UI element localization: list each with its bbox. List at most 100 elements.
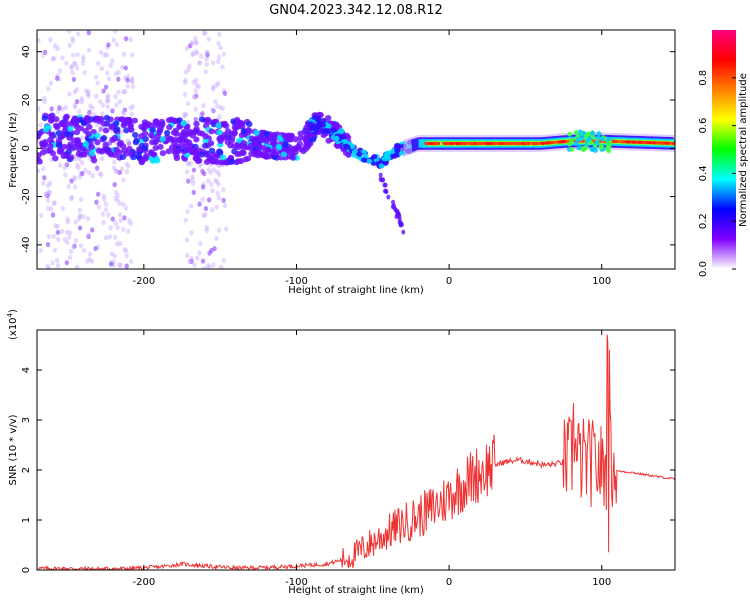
- heatmap-cell: [163, 129, 171, 136]
- heatmap-cell: [77, 156, 82, 162]
- heatmap-cell: [87, 251, 93, 257]
- heatmap-cell: [386, 194, 391, 200]
- heatmap-cell: [65, 216, 70, 222]
- heatmap-cell: [647, 141, 653, 145]
- heatmap-cell: [209, 181, 214, 187]
- heatmap-cell: [117, 262, 122, 268]
- heatmap-cell: [378, 172, 383, 178]
- heatmap-cell: [575, 137, 581, 143]
- heatmap-cell: [83, 88, 89, 94]
- heatmap-cell: [127, 123, 134, 130]
- heatmap-cell: [48, 80, 54, 86]
- heatmap-cell: [338, 128, 345, 135]
- heatmap-cell: [96, 118, 103, 125]
- heatmap-cell: [117, 139, 124, 146]
- heatmap-cell: [47, 143, 54, 150]
- heatmap-cell: [201, 103, 206, 109]
- heatmap-cell: [216, 80, 221, 86]
- heatmap-cell: [240, 150, 247, 157]
- heatmap-cell: [333, 135, 340, 141]
- heatmap-cell: [82, 69, 87, 76]
- heatmap-cell: [202, 137, 209, 144]
- heatmap-cell: [121, 89, 126, 95]
- heatmap-cell: [124, 169, 130, 175]
- heatmap-cell: [204, 227, 209, 234]
- heatmap-cell: [275, 143, 283, 150]
- heatmap-cell: [157, 143, 164, 150]
- heatmap-cell: [138, 123, 145, 130]
- heatmap-cell: [218, 104, 223, 110]
- heatmap-cell: [262, 153, 269, 160]
- heatmap-cell: [112, 181, 117, 188]
- heatmap-cell: [103, 84, 109, 90]
- heatmap-cell: [60, 205, 65, 211]
- heatmap-cell: [424, 141, 429, 146]
- heatmap-cell: [112, 234, 118, 240]
- heatmap-cell: [129, 78, 134, 84]
- heatmap-cell: [102, 52, 108, 58]
- heatmap-cell: [43, 191, 49, 197]
- spectrogram-y-tick-label: -40: [21, 237, 32, 253]
- heatmap-cell: [382, 182, 387, 188]
- heatmap-cell: [540, 141, 546, 145]
- heatmap-cell: [49, 132, 57, 139]
- heatmap-cell: [208, 128, 215, 135]
- heatmap-cell: [573, 141, 579, 147]
- heatmap-cell: [111, 165, 117, 171]
- heatmap-cell: [105, 104, 111, 110]
- heatmap-cell: [67, 125, 74, 132]
- heatmap-cell: [48, 37, 53, 43]
- heatmap-cell: [86, 93, 91, 99]
- spectrogram-heatmap: [23, 30, 675, 269]
- heatmap-cell: [111, 152, 119, 159]
- heatmap-cell: [63, 104, 69, 110]
- heatmap-cell: [86, 232, 91, 238]
- heatmap-cell: [23, 85, 27, 90]
- heatmap-cell: [130, 79, 135, 85]
- heatmap-cell: [191, 79, 196, 85]
- heatmap-cell: [37, 158, 43, 165]
- heatmap-cell: [128, 220, 134, 226]
- heatmap-cell: [233, 124, 240, 131]
- heatmap-cell: [87, 256, 92, 263]
- heatmap-cell: [660, 141, 666, 145]
- heatmap-cell: [148, 132, 155, 139]
- heatmap-cell: [216, 181, 221, 187]
- heatmap-cell: [37, 132, 42, 139]
- heatmap-cell: [55, 223, 60, 229]
- heatmap-cell: [47, 113, 54, 120]
- heatmap-cell: [220, 64, 225, 70]
- heatmap-cell: [195, 255, 200, 261]
- heatmap-cell: [183, 147, 190, 154]
- heatmap-cell: [105, 98, 110, 104]
- heatmap-cell: [143, 122, 150, 129]
- heatmap-cell: [142, 135, 149, 142]
- heatmap-cell: [119, 64, 125, 70]
- heatmap-cell: [77, 225, 83, 231]
- heatmap-cell: [78, 196, 84, 203]
- heatmap-cell: [123, 150, 130, 157]
- heatmap-cell: [344, 144, 351, 150]
- heatmap-cell: [70, 38, 76, 44]
- heatmap-cell: [193, 116, 198, 123]
- heatmap-cell: [193, 88, 199, 94]
- heatmap-cell: [210, 188, 215, 194]
- heatmap-cell: [105, 94, 110, 101]
- heatmap-cell: [121, 110, 127, 117]
- snr-y-tick-label: 2: [21, 467, 32, 473]
- heatmap-cell: [68, 248, 74, 255]
- colorbar-tick-label: 0.0: [698, 261, 709, 277]
- heatmap-cell: [201, 212, 207, 219]
- heatmap-cell: [23, 262, 27, 267]
- heatmap-cell: [209, 158, 216, 165]
- heatmap-cell: [37, 249, 39, 255]
- heatmap-cell: [192, 94, 197, 100]
- heatmap-cell: [38, 248, 43, 254]
- heatmap-cell: [72, 243, 77, 249]
- heatmap-cell: [117, 169, 122, 176]
- heatmap-cell: [88, 103, 93, 109]
- heatmap-cell: [585, 138, 591, 144]
- heatmap-cell: [82, 148, 89, 155]
- heatmap-cell: [189, 148, 196, 155]
